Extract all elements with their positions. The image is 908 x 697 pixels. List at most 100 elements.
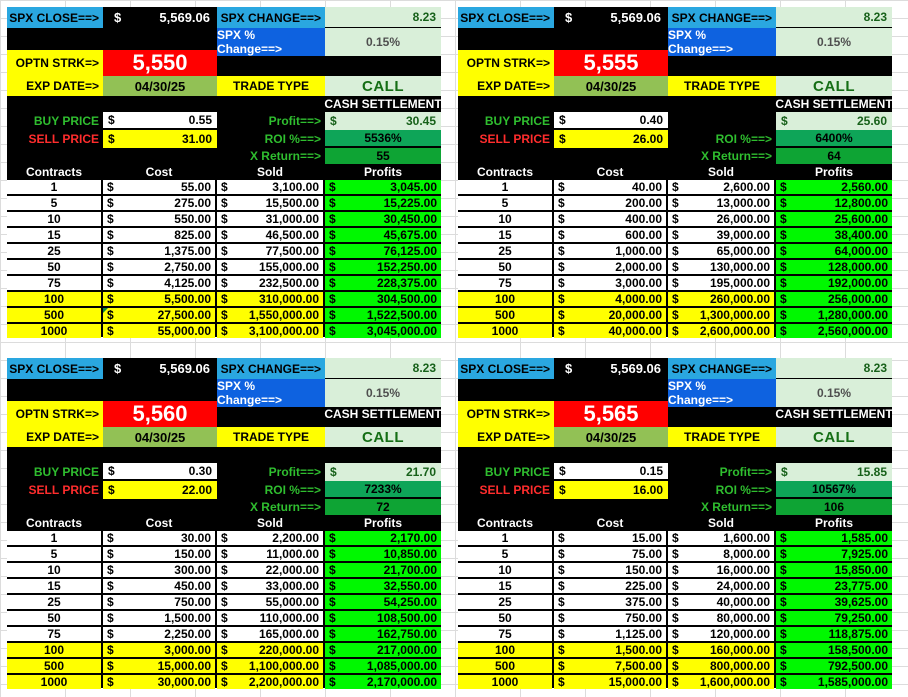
blank-cell bbox=[668, 401, 776, 427]
buy-price-cell[interactable]: $0.40 bbox=[554, 112, 668, 130]
cost-cell: $4,000.00 bbox=[554, 292, 666, 306]
cost-cell: $1,375.00 bbox=[103, 244, 215, 258]
x-return-label: X Return==> bbox=[249, 149, 321, 163]
sell-price-row: SELL PRICE $16.00 ROI %==> 10567% bbox=[458, 481, 892, 499]
column-header-contracts: Contracts bbox=[7, 164, 101, 180]
amount: 2,560,000.00 bbox=[817, 324, 888, 338]
currency-symbol: $ bbox=[221, 308, 228, 322]
currency-symbol: $ bbox=[780, 308, 787, 322]
amount: 3,100,000.00 bbox=[248, 324, 319, 338]
contracts-cell: 50 bbox=[7, 611, 101, 625]
currency-symbol: $ bbox=[107, 659, 114, 673]
column-header-sold: Sold bbox=[668, 164, 774, 180]
amount: 76,125.00 bbox=[383, 244, 437, 258]
cost-cell: $27,500.00 bbox=[103, 308, 215, 322]
table-row: 1 $15.00 $1,600.00 $1,585.00 bbox=[458, 531, 892, 545]
spx-close-value-cell[interactable]: $5,569.06 bbox=[103, 358, 217, 379]
spx-change-value-cell: 8.23 bbox=[776, 358, 892, 379]
buy-price-cell[interactable]: $0.15 bbox=[554, 463, 668, 481]
currency-symbol: $ bbox=[221, 595, 228, 609]
sold-cell: $11,000.00 bbox=[217, 547, 323, 561]
strike-value-cell[interactable]: 5,550 bbox=[103, 50, 217, 76]
currency-symbol: $ bbox=[107, 228, 114, 242]
trade-type-value-cell[interactable]: CALL bbox=[776, 427, 892, 447]
sold-cell: $110,000.00 bbox=[217, 611, 323, 625]
sold-cell: $80,000.00 bbox=[668, 611, 774, 625]
amount: 15,000.00 bbox=[157, 659, 211, 673]
cost-cell: $4,125.00 bbox=[103, 276, 215, 290]
contracts-cell: 15 bbox=[458, 579, 552, 593]
currency-symbol: $ bbox=[780, 579, 787, 593]
sell-price-value: 26.00 bbox=[632, 132, 663, 146]
currency-symbol: $ bbox=[107, 276, 114, 290]
buy-price-label: BUY PRICE bbox=[33, 114, 99, 128]
blank-cell bbox=[7, 96, 325, 112]
amount: 5,500.00 bbox=[164, 292, 211, 306]
buy-price-label: BUY PRICE bbox=[484, 465, 550, 479]
currency-symbol: $ bbox=[108, 113, 115, 127]
spx-close-row: SPX CLOSE==> $5,569.06 SPX CHANGE==> 8.2… bbox=[458, 358, 892, 379]
amount: 75.00 bbox=[631, 547, 662, 561]
amount: 1,100,000.00 bbox=[248, 659, 319, 673]
cost-cell: $55,000.00 bbox=[103, 324, 215, 338]
table-row: 10 $550.00 $31,000.00 $30,450.00 bbox=[7, 212, 441, 226]
sold-cell: $1,600.00 bbox=[668, 531, 774, 545]
trade-type-value-cell[interactable]: CALL bbox=[776, 76, 892, 96]
sold-cell: $220,000.00 bbox=[217, 643, 323, 657]
exp-date-value-cell[interactable]: 04/30/25 bbox=[103, 427, 217, 447]
trade-type-value-cell[interactable]: CALL bbox=[325, 427, 441, 447]
exp-date-value-cell[interactable]: 04/30/25 bbox=[554, 427, 668, 447]
spx-change-value-cell: 8.23 bbox=[325, 358, 441, 379]
table-row: 100 $3,000.00 $220,000.00 $217,000.00 bbox=[7, 643, 441, 657]
sold-cell: $65,000.00 bbox=[668, 244, 774, 258]
table-row: 1000 $30,000.00 $2,200,000.00 $2,170,000.00 bbox=[7, 675, 441, 689]
exp-date-row: EXP DATE=> 04/30/25 TRADE TYPE CALL bbox=[7, 427, 441, 447]
strike-value-cell[interactable]: 5,565 bbox=[554, 401, 668, 427]
spx-close-value-cell[interactable]: $5,569.06 bbox=[103, 7, 217, 28]
cost-cell: $1,500.00 bbox=[554, 643, 666, 657]
profits-cell: $1,085,000.00 bbox=[325, 659, 441, 673]
sell-price-cell[interactable]: $16.00 bbox=[554, 481, 668, 499]
contracts-cell: 500 bbox=[7, 308, 101, 322]
strike-value-cell[interactable]: 5,560 bbox=[103, 401, 217, 427]
spx-close-value-cell[interactable]: $5,569.06 bbox=[554, 7, 668, 28]
cost-cell: $750.00 bbox=[554, 611, 666, 625]
amount: 192,000.00 bbox=[827, 276, 888, 290]
exp-date-value-cell[interactable]: 04/30/25 bbox=[554, 76, 668, 96]
table-row: 1 $30.00 $2,200.00 $2,170.00 bbox=[7, 531, 441, 545]
currency-symbol: $ bbox=[107, 643, 114, 657]
currency-symbol: $ bbox=[672, 579, 679, 593]
exp-date-value-cell[interactable]: 04/30/25 bbox=[103, 76, 217, 96]
spx-pct-row: SPX % Change==> 0.15% bbox=[458, 28, 892, 56]
currency-symbol: $ bbox=[781, 114, 788, 128]
comment-marker bbox=[103, 308, 108, 313]
amount: 2,000.00 bbox=[615, 260, 662, 274]
sell-price-cell[interactable]: $26.00 bbox=[554, 130, 668, 148]
currency-symbol: $ bbox=[114, 10, 122, 25]
amount: 26,000.00 bbox=[716, 212, 770, 226]
strike-value-cell[interactable]: 5,555 bbox=[554, 50, 668, 76]
currency-symbol: $ bbox=[221, 611, 228, 625]
currency-symbol: $ bbox=[672, 324, 679, 338]
contracts-cell: 500 bbox=[458, 308, 552, 322]
table-row: 15 $450.00 $33,000.00 $32,550.00 bbox=[7, 579, 441, 593]
cash-settlement-label: CASH SETTLEMENT bbox=[324, 97, 442, 111]
sold-cell: $31,000.00 bbox=[217, 212, 323, 226]
cost-cell: $30,000.00 bbox=[103, 675, 215, 689]
buy-price-cell[interactable]: $0.55 bbox=[103, 112, 217, 130]
cash-settlement-row: CASH SETTLEMENT bbox=[7, 96, 441, 112]
amount: 15.00 bbox=[631, 531, 662, 545]
amount: 162,750.00 bbox=[376, 627, 437, 641]
optn-strk-label: OPTN STRK=> bbox=[7, 401, 103, 427]
column-header-profits: Profits bbox=[776, 515, 892, 531]
amount: 24,000.00 bbox=[716, 579, 770, 593]
currency-symbol: $ bbox=[558, 547, 565, 561]
sell-price-cell[interactable]: $22.00 bbox=[103, 481, 217, 499]
amount: 7,500.00 bbox=[615, 659, 662, 673]
column-header-profits: Profits bbox=[325, 515, 441, 531]
buy-price-cell[interactable]: $0.30 bbox=[103, 463, 217, 481]
currency-symbol: $ bbox=[221, 244, 228, 258]
spx-close-value-cell[interactable]: $5,569.06 bbox=[554, 358, 668, 379]
sell-price-cell[interactable]: $31.00 bbox=[103, 130, 217, 148]
trade-type-value-cell[interactable]: CALL bbox=[325, 76, 441, 96]
